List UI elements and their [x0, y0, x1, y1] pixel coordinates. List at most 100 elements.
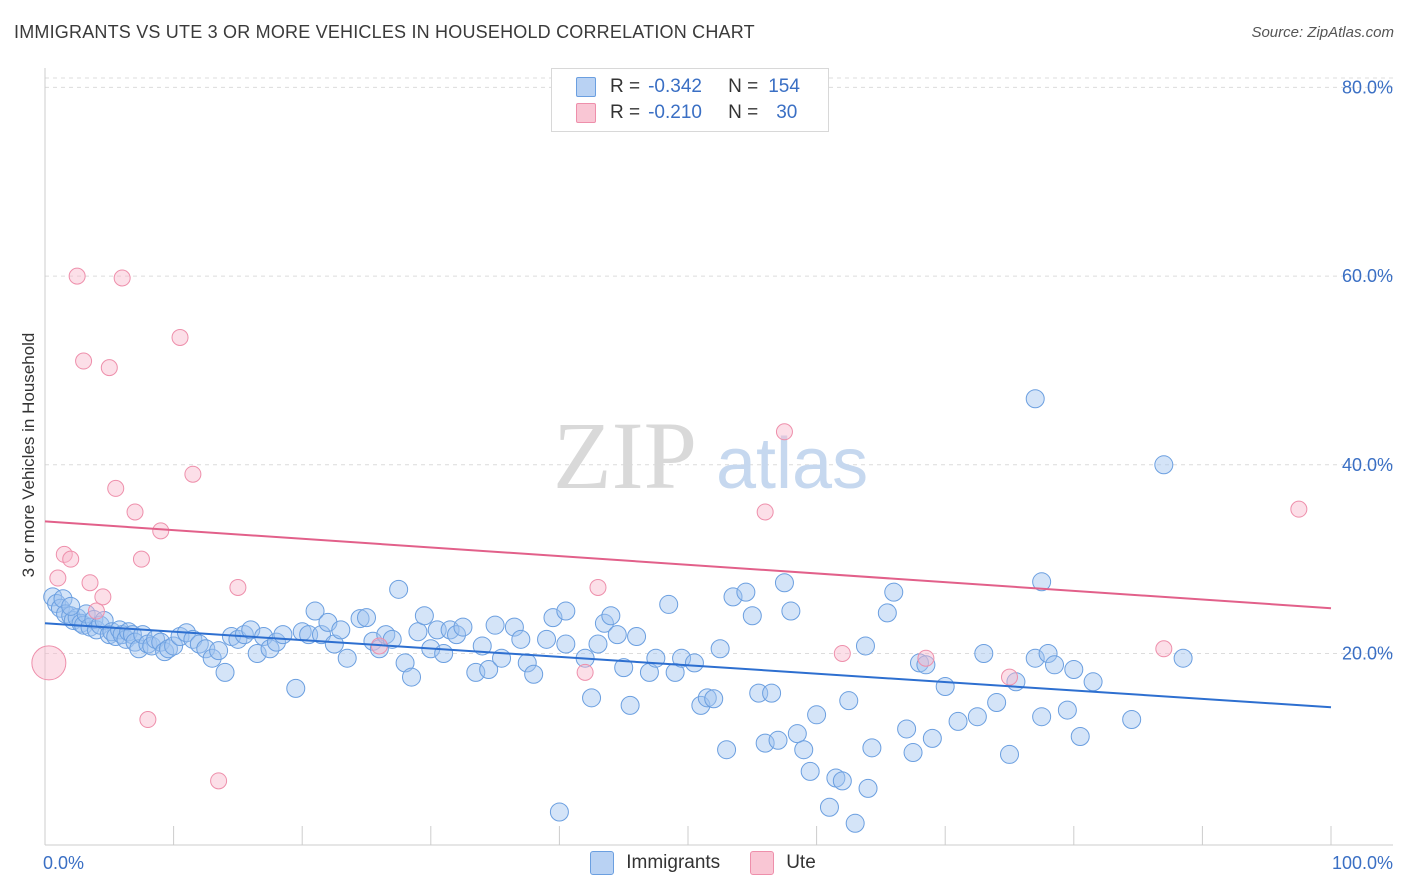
ute-point [49, 569, 67, 587]
immigrants-point [1000, 744, 1019, 764]
immigrants-trend-line [44, 622, 1332, 709]
ute-point [152, 522, 170, 540]
immigrants-point [884, 582, 904, 602]
immigrants-point [1083, 672, 1103, 692]
immigrants-point [395, 653, 415, 673]
stats-row-immigrants: R = -0.342 N = 154 [576, 74, 800, 100]
immigrants-point [331, 620, 351, 640]
immigrants-point [408, 622, 428, 642]
immigrants-point [1038, 643, 1058, 663]
immigrants-point [1064, 660, 1084, 680]
immigrants-point [684, 653, 704, 673]
r-value: -0.342 [648, 76, 702, 97]
immigrants-point [768, 730, 788, 750]
immigrants-point [151, 632, 171, 652]
immigrants-point [762, 683, 782, 703]
stats-legend: R = -0.342 N = 154 R = -0.210 N = 30 [551, 68, 829, 132]
immigrants-point [215, 662, 235, 682]
immigrants-point [209, 641, 229, 661]
immigrants-point [556, 634, 576, 654]
immigrants-point [472, 636, 492, 656]
immigrants-point [1154, 455, 1174, 475]
immigrants-point [877, 603, 897, 623]
legend-item-immigrants[interactable]: Immigrants [590, 851, 720, 875]
chart-title: IMMIGRANTS VS UTE 3 OR MORE VEHICLES IN … [14, 22, 755, 42]
y-tick-label: 80.0% [1342, 77, 1393, 97]
y-tick-label: 20.0% [1342, 643, 1393, 663]
immigrants-point [794, 740, 814, 760]
immigrants-point [903, 743, 923, 763]
ute-point [210, 772, 228, 790]
immigrants-point [504, 617, 524, 637]
immigrants-point [974, 643, 994, 663]
n-value: 30 [776, 102, 798, 123]
immigrants-point [305, 601, 325, 621]
ute-point [139, 711, 157, 729]
ute-point [87, 602, 105, 620]
immigrants-swatch [576, 77, 596, 97]
watermark-atlas: atlas [716, 424, 868, 504]
ute-point [184, 465, 202, 483]
immigrants-point [659, 594, 679, 614]
immigrants-point [53, 589, 73, 609]
ute-point [31, 645, 67, 681]
immigrants-point [832, 771, 852, 791]
immigrants-point [337, 648, 357, 668]
immigrants-point [357, 608, 376, 628]
immigrants-point [1070, 727, 1090, 747]
immigrants-point [1057, 700, 1077, 720]
data-points [31, 267, 1308, 833]
immigrants-point [1032, 707, 1052, 727]
immigrants-point [479, 660, 499, 680]
immigrants-point [697, 688, 717, 708]
axes [44, 68, 1393, 846]
ute-trend-line [44, 520, 1332, 610]
immigrants-point [1045, 655, 1065, 675]
tick-labels: 20.0% 40.0% 60.0% 80.0% 0.0% 100.0% [43, 77, 1393, 873]
immigrants-point [665, 662, 685, 682]
immigrants-point [324, 634, 344, 654]
legend-label-ute: Ute [786, 852, 816, 873]
n-value: 154 [768, 76, 800, 97]
ute-point [576, 663, 594, 681]
immigrants-point [453, 617, 473, 637]
immigrants-point [845, 813, 865, 833]
ute-point [917, 649, 935, 667]
ute-point [132, 550, 150, 568]
ute-point [1290, 500, 1308, 518]
immigrants-point [447, 625, 467, 645]
r-label: R = [610, 102, 641, 123]
source-label: Source: ZipAtlas.com [1251, 24, 1394, 41]
immigrants-point [556, 601, 576, 621]
ute-point [1001, 668, 1018, 686]
ute-point [113, 269, 131, 287]
immigrants-point [862, 738, 882, 758]
immigrants-point [948, 711, 968, 731]
immigrants-point [511, 629, 531, 649]
immigrants-point [916, 655, 936, 675]
immigrants-point [855, 636, 875, 656]
series-legend: Immigrants Ute [0, 851, 1406, 875]
immigrants-point [774, 573, 794, 593]
stats-row-ute: R = -0.210 N = 30 [576, 100, 797, 126]
legend-item-ute[interactable]: Ute [750, 851, 816, 875]
y-tick-label: 40.0% [1342, 455, 1393, 475]
ute-point [100, 359, 118, 377]
immigrants-point [247, 643, 267, 663]
ute-point [229, 578, 247, 596]
n-label: N = [728, 76, 759, 97]
ute-point [62, 550, 80, 568]
immigrants-point [588, 634, 608, 654]
ute-point [75, 352, 93, 370]
ute-point [833, 644, 851, 662]
y-tick-label: 60.0% [1342, 266, 1393, 286]
y-axis-label: 3 or more Vehicles in Household [19, 333, 38, 578]
immigrants-point [620, 695, 640, 715]
immigrants-point [273, 625, 293, 645]
immigrants-point [742, 606, 762, 626]
trend-lines [44, 520, 1332, 709]
ute-point [81, 574, 99, 592]
ute-point [775, 423, 793, 441]
immigrants-point [582, 688, 602, 708]
